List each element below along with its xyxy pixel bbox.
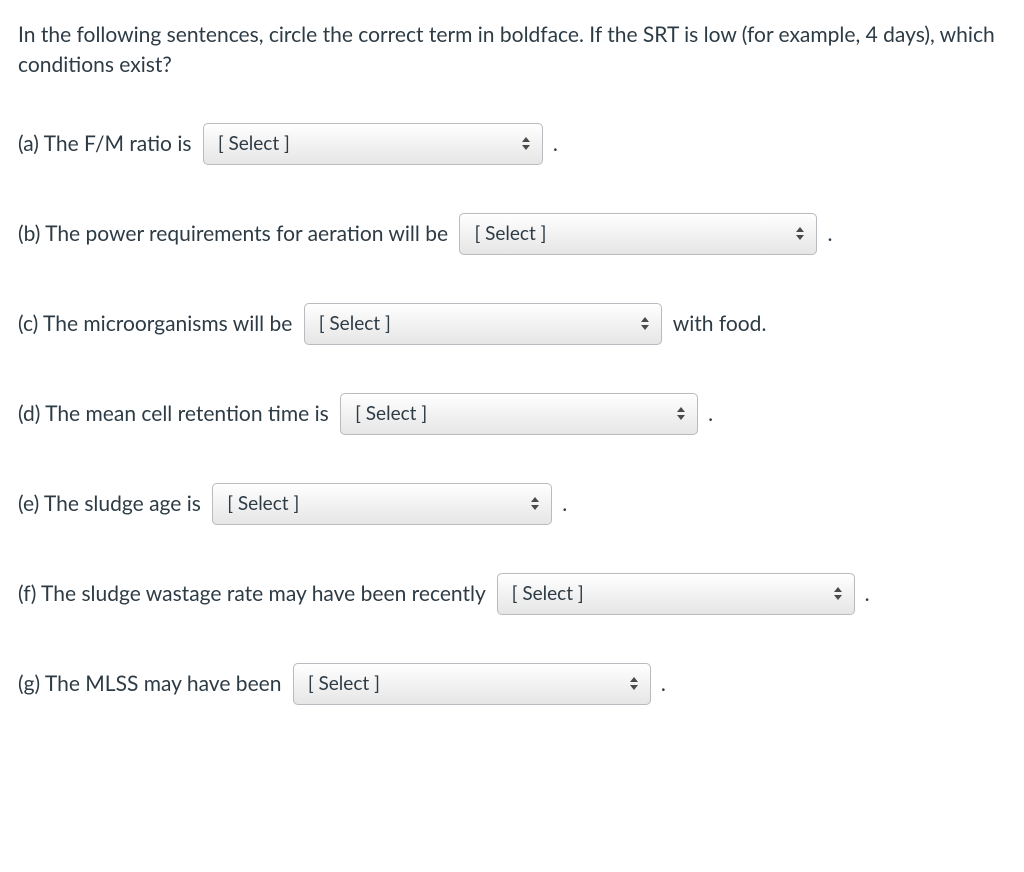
question-intro: In the following sentences, circle the c… xyxy=(18,20,1006,81)
dropdown-arrows-icon xyxy=(641,317,649,330)
select-g-label: [ Select ] xyxy=(308,670,380,698)
question-g-post: . xyxy=(661,669,666,699)
question-e-pre: (e) The sludge age is xyxy=(18,489,206,519)
question-a-post: . xyxy=(553,129,558,159)
select-c[interactable]: [ Select ] xyxy=(304,303,662,345)
question-e-post: . xyxy=(562,489,567,519)
select-f-label: [ Select ] xyxy=(512,580,584,608)
select-e-label: [ Select ] xyxy=(227,490,299,518)
select-e[interactable]: [ Select ] xyxy=(212,483,552,525)
question-a: (a) The F/M ratio is [ Select ] . xyxy=(18,123,1006,165)
question-d: (d) The mean cell retention time is [ Se… xyxy=(18,393,1006,435)
question-b: (b) The power requirements for aeration … xyxy=(18,213,1006,255)
question-f-post: . xyxy=(865,579,870,609)
select-a[interactable]: [ Select ] xyxy=(203,123,543,165)
question-d-post: . xyxy=(708,399,713,429)
select-a-label: [ Select ] xyxy=(218,130,290,158)
question-g: (g) The MLSS may have been [ Select ] . xyxy=(18,663,1006,705)
question-c: (c) The microorganisms will be [ Select … xyxy=(18,303,1006,345)
dropdown-arrows-icon xyxy=(834,587,842,600)
select-d[interactable]: [ Select ] xyxy=(340,393,698,435)
select-g[interactable]: [ Select ] xyxy=(293,663,651,705)
select-d-label: [ Select ] xyxy=(355,400,427,428)
select-f[interactable]: [ Select ] xyxy=(497,573,855,615)
question-g-pre: (g) The MLSS may have been xyxy=(18,669,287,699)
select-b[interactable]: [ Select ] xyxy=(459,213,817,255)
dropdown-arrows-icon xyxy=(630,677,638,690)
question-c-post: with food. xyxy=(668,309,767,339)
question-b-post: . xyxy=(827,219,832,249)
question-a-pre: (a) The F/M ratio is xyxy=(18,129,197,159)
dropdown-arrows-icon xyxy=(677,407,685,420)
question-f-pre: (f) The sludge wastage rate may have bee… xyxy=(18,579,491,609)
select-c-label: [ Select ] xyxy=(319,310,391,338)
question-b-pre: (b) The power requirements for aeration … xyxy=(18,219,453,249)
question-c-pre: (c) The microorganisms will be xyxy=(18,309,298,339)
dropdown-arrows-icon xyxy=(531,497,539,510)
question-d-pre: (d) The mean cell retention time is xyxy=(18,399,334,429)
question-e: (e) The sludge age is [ Select ] . xyxy=(18,483,1006,525)
select-b-label: [ Select ] xyxy=(474,220,546,248)
dropdown-arrows-icon xyxy=(796,227,804,240)
question-f: (f) The sludge wastage rate may have bee… xyxy=(18,573,1006,615)
dropdown-arrows-icon xyxy=(522,137,530,150)
